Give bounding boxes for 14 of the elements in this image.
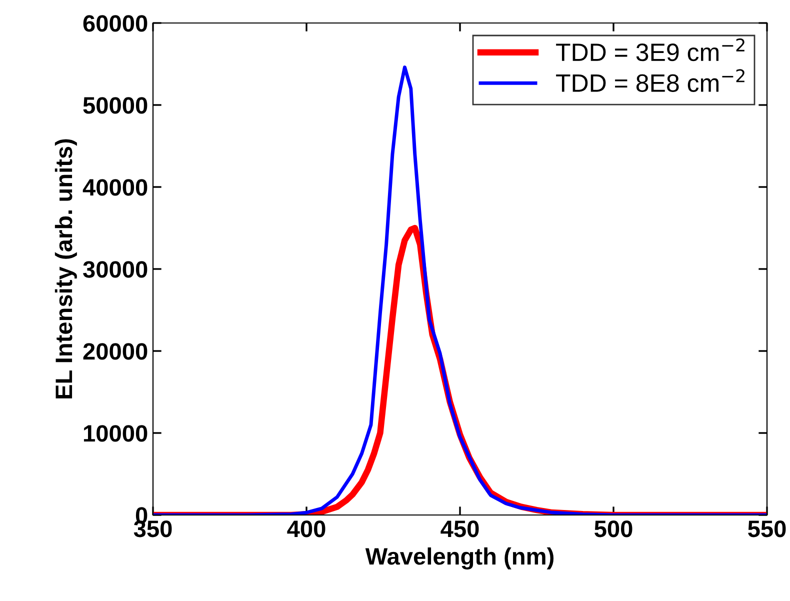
y-tick-label: 50000: [83, 97, 148, 114]
y-tick-label: 10000: [84, 425, 148, 442]
x-tick-label: 500: [594, 520, 632, 538]
y-tick-label: 40000: [82, 179, 148, 196]
y-tick-label: 20000: [83, 343, 148, 360]
x-tick-label: 450: [440, 520, 479, 538]
y-tick-label: 60000: [83, 15, 148, 32]
x-axis-title: Wavelength (nm): [365, 547, 554, 570]
legend-label: TDD = 8E8 cm$^{−2}$: [556, 69, 744, 92]
y-tick-label: 30000: [83, 261, 148, 278]
y-axis-title: EL Intensity (arb. units): [54, 139, 77, 398]
x-tick-label: 550: [748, 520, 786, 538]
x-tick-label: 400: [287, 520, 326, 538]
legend-label: TDD = 3E9 cm$^{−2}$: [556, 38, 744, 62]
